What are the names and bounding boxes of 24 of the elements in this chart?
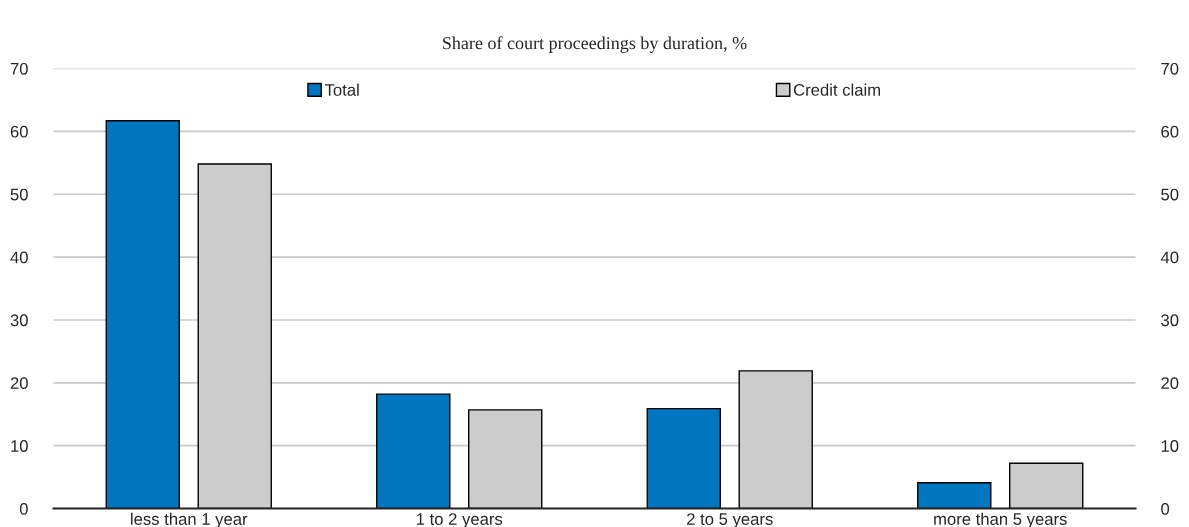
y2-tick-label: 30 (1161, 314, 1179, 327)
y-tick-label: 60 (10, 125, 28, 138)
y-tick-label: 20 (10, 377, 28, 390)
y2-tick-label: 60 (1161, 125, 1179, 138)
bar (646, 407, 721, 509)
bar (917, 482, 992, 509)
legend-label: Credit claim (793, 83, 880, 96)
y-tick-label: 30 (10, 314, 28, 327)
y-tick-label: 70 (10, 62, 28, 75)
y2-tick-label: 70 (1161, 62, 1179, 75)
y-tick-label: 0 (19, 502, 28, 515)
y2-tick-label: 40 (1160, 251, 1179, 264)
y2-tick-label: 10 (1161, 440, 1179, 452)
y2-tick-label: 20 (1161, 377, 1179, 390)
y2-tick-label: 0 (1161, 502, 1170, 515)
legend-label: Total (324, 83, 359, 96)
y-tick-label: 50 (10, 188, 28, 201)
y2-tick-label: 50 (1161, 188, 1179, 201)
bar (376, 393, 451, 509)
bar (105, 119, 180, 509)
y-tick-label: 40 (10, 251, 28, 264)
bar (1009, 462, 1084, 509)
y-tick-label: 10 (11, 440, 28, 452)
chart-title: Share of court proceedings by duration, % (443, 36, 747, 53)
